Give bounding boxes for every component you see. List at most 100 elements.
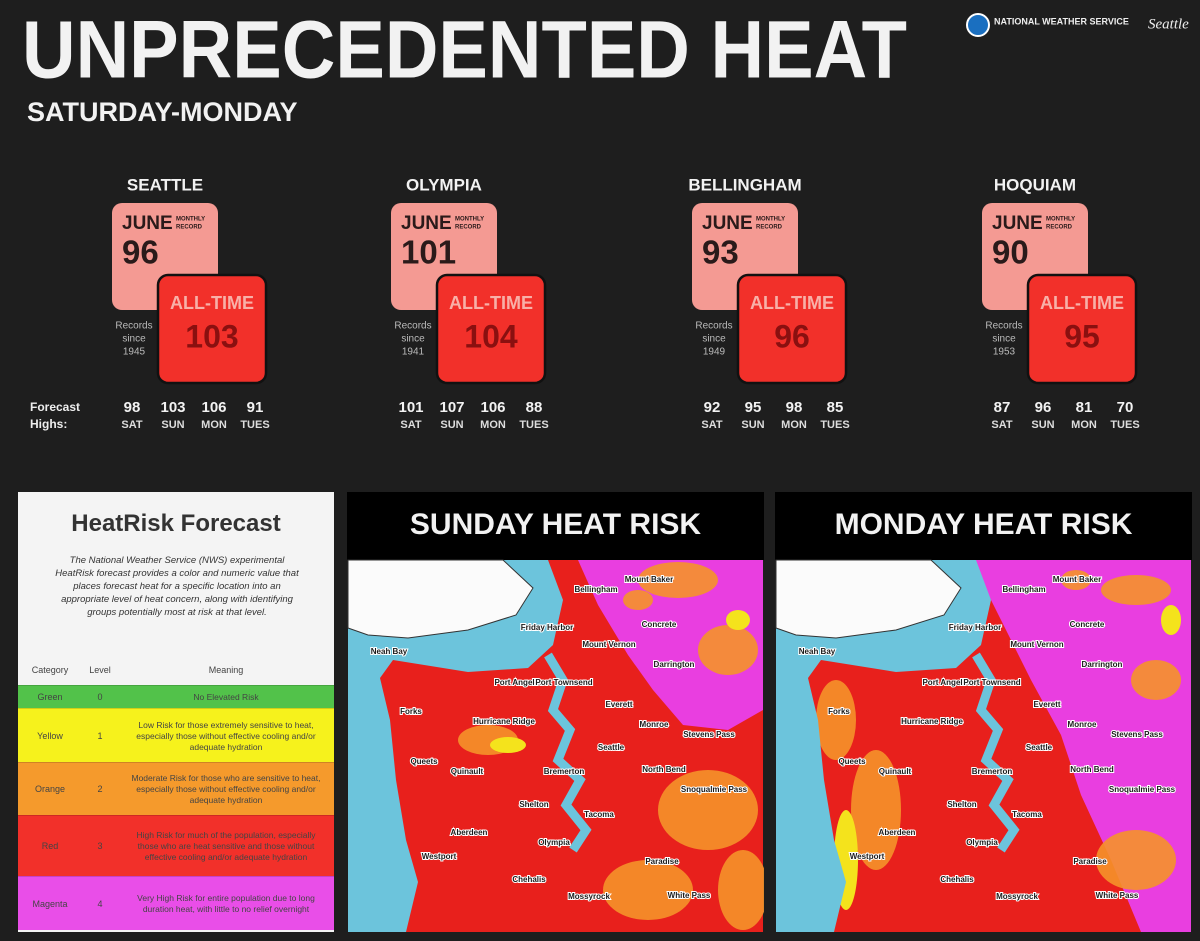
forecast-high: 98 — [786, 399, 803, 416]
map-header — [775, 492, 1192, 560]
forecast-day: MON — [781, 419, 807, 431]
monthly-label: RECORD — [1046, 225, 1073, 231]
place-label: Olympia — [966, 838, 998, 847]
place-label: Hurricane Ridge — [473, 717, 535, 726]
month: JUNE — [702, 213, 753, 234]
place-label: White Pass — [1096, 891, 1139, 900]
risk-category: Orange — [34, 784, 66, 794]
monthly-record: 93 — [702, 234, 739, 271]
risk-row: Yellow 1 Low Risk for those extremely sens… — [18, 708, 334, 762]
place-label: Mount Baker — [1053, 575, 1101, 584]
forecast-label: Highs: — [30, 417, 67, 431]
agency: NATIONAL WEATHER SERVICE — [994, 16, 1129, 26]
place-label: Mount Baker — [625, 575, 673, 584]
place-label: Concrete — [642, 620, 677, 629]
forecast-high: 98 — [124, 399, 141, 416]
forecast-high: 101 — [398, 399, 423, 416]
forecast-day: SAT — [991, 419, 1012, 431]
forecast-day: TUES — [519, 419, 548, 431]
forecast-high: 106 — [201, 399, 226, 416]
place-label: Bremerton — [972, 767, 1013, 776]
records-label: since — [702, 334, 726, 345]
records-label: Records — [115, 321, 152, 332]
place-label: Quinault — [451, 767, 484, 776]
city-name: HOQUIAM — [994, 175, 1076, 194]
forecast-day: TUES — [240, 419, 269, 431]
place-label: Everett — [605, 700, 632, 709]
heatrisk-title: HeatRisk Forecast — [71, 510, 281, 537]
alltime-label: ALL-TIME — [449, 293, 533, 313]
risk-level: 2 — [97, 784, 103, 794]
forecast-high: 95 — [745, 399, 762, 416]
orange-area — [658, 770, 758, 850]
place-label: Port Angeles — [922, 678, 972, 687]
place-label: Tacoma — [584, 810, 614, 819]
forecast-day: MON — [480, 419, 506, 431]
alltime-record: 96 — [774, 318, 810, 354]
place-label: Mossyrock — [568, 892, 610, 901]
alltime-label: ALL-TIME — [1040, 293, 1124, 313]
monthly-label: MONTHLY — [1046, 217, 1075, 223]
risk-row: Magenta 4 Very High Risk for entire popula… — [18, 876, 334, 930]
risk-category: Magenta — [32, 898, 68, 909]
forecast-high: 70 — [1117, 399, 1134, 416]
risk-row: Red 3 High Risk for much of the population… — [18, 815, 334, 876]
place-label: Concrete — [1070, 620, 1105, 629]
puget-sound — [544, 652, 592, 853]
heatrisk-panel: HeatRisk Forecast The National Weather Se… — [18, 492, 334, 932]
subtitle: SATURDAY-MONDAY — [27, 97, 298, 127]
place-label: Shelton — [947, 800, 976, 809]
table-header: Level — [89, 665, 111, 675]
table-header: Category — [31, 665, 69, 675]
risk-category: Green — [37, 692, 63, 702]
place-label: Seattle — [1026, 743, 1053, 752]
forecast-high: 81 — [1076, 399, 1093, 416]
place-label: Mount Vernon — [582, 640, 635, 649]
water — [348, 560, 563, 932]
city-name: SEATTLE — [127, 175, 203, 194]
city-name: OLYMPIA — [406, 175, 482, 194]
risk-level: 3 — [97, 841, 103, 851]
forecast-high: 107 — [439, 399, 464, 416]
place-label: Westport — [422, 852, 457, 861]
risk-level: 0 — [97, 692, 103, 702]
forecast-day: TUES — [1110, 419, 1139, 431]
map: Mount Baker Bellingham Concrete Friday Harb… — [347, 559, 764, 932]
place-label: Forks — [400, 707, 422, 716]
month: JUNE — [992, 213, 1043, 234]
monthly-label: RECORD — [176, 225, 203, 231]
monthly-label: RECORD — [455, 225, 482, 231]
records-since: 1949 — [703, 347, 726, 358]
place-label: Monroe — [1068, 720, 1097, 729]
place-label: Aberdeen — [451, 828, 488, 837]
risk-row: Orange 2 Moderate Risk for those who are s… — [18, 762, 334, 815]
vancouver-island — [775, 559, 962, 639]
orange-area — [638, 562, 718, 598]
monthly-label: MONTHLY — [455, 217, 484, 223]
risk-level: 1 — [97, 730, 103, 741]
place-label: Quinault — [879, 767, 912, 776]
forecast-day: SAT — [121, 419, 142, 431]
yellow-area — [726, 610, 750, 630]
place-label: Aberdeen — [879, 828, 916, 837]
records-since: 1941 — [402, 347, 425, 358]
risk-category: Red — [41, 841, 59, 851]
map-header — [347, 492, 764, 560]
forecast-day: SUN — [440, 419, 463, 431]
place-label: Neah Bay — [371, 647, 408, 656]
risk-row: Green 0 No Elevated Risk — [18, 685, 334, 708]
forecast-day: MON — [201, 419, 227, 431]
alltime-label: ALL-TIME — [750, 293, 834, 313]
heat-risk-map-panel: SUNDAY HEAT RISK Mount Baker Bellingham Con… — [347, 492, 764, 932]
noaa-logo — [966, 13, 990, 37]
forecast-high: 91 — [247, 399, 264, 416]
monthly-record: 90 — [992, 234, 1029, 271]
orange-area — [623, 590, 653, 610]
place-label: White Pass — [668, 891, 711, 900]
place-label: Hurricane Ridge — [901, 717, 963, 726]
place-label: North Bend — [1070, 765, 1114, 774]
header-area: UNPRECEDENTED HEAT SATURDAY-MONDAY NATIO… — [22, 5, 1189, 432]
forecast-high: 88 — [526, 399, 543, 416]
map-title: MONDAY HEAT RISK — [835, 508, 1133, 541]
forecast-day: SAT — [400, 419, 421, 431]
